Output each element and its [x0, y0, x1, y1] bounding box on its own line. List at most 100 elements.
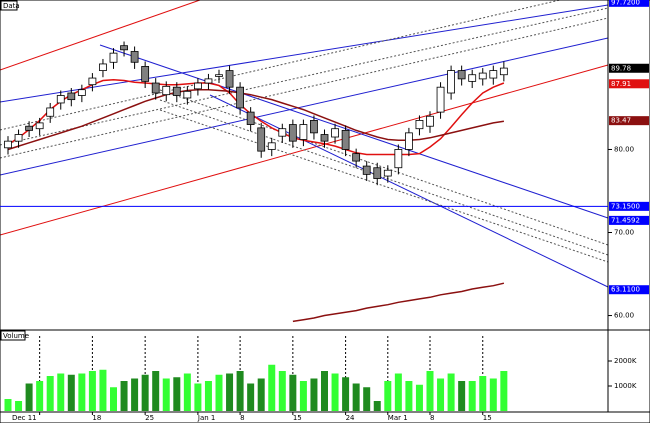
x-tick-label: 18	[92, 414, 101, 422]
candle-body	[130, 51, 139, 63]
candle-body	[489, 70, 498, 79]
volume-bar	[141, 374, 149, 411]
candle-body	[447, 70, 456, 94]
candle-body	[172, 86, 181, 96]
candle-body	[99, 63, 107, 71]
volume-bar	[152, 371, 160, 411]
y-tick-label: 2000K	[614, 357, 637, 365]
candle-body	[320, 134, 329, 142]
volume-bar	[352, 383, 360, 411]
channel-line	[209, 94, 609, 288]
candle-body	[404, 132, 413, 150]
fan-line	[159, 109, 609, 263]
candle-body	[352, 153, 361, 162]
volume-bar	[437, 378, 445, 411]
candle-body	[25, 125, 34, 131]
volume-bar	[162, 378, 170, 411]
volume-bar	[226, 373, 234, 411]
candle-body	[373, 167, 382, 179]
volume-bar	[194, 383, 202, 411]
channel-line	[0, 4, 609, 103]
candle-body	[14, 134, 23, 142]
x-tick-label: Mar 1	[388, 414, 408, 422]
value-marker-label: 97.7200	[611, 0, 640, 6]
candle-body	[278, 128, 287, 137]
candle-body	[362, 165, 371, 175]
value-marker-label: 87.91	[611, 80, 631, 88]
volume-bar	[426, 371, 434, 411]
channel-line	[99, 44, 609, 219]
value-marker	[609, 116, 649, 126]
moving-average	[292, 282, 505, 323]
volume-bar	[321, 371, 328, 411]
candle-body	[331, 128, 339, 138]
volume-bar	[458, 381, 466, 411]
volume-bar	[268, 364, 276, 411]
value-marker	[609, 215, 649, 225]
candle-body	[162, 85, 171, 96]
volume-bar	[289, 374, 297, 411]
value-marker-label: 63.1100	[611, 286, 640, 294]
volume-bar	[278, 371, 286, 411]
volume-bar	[405, 381, 413, 411]
candle-body	[4, 140, 12, 149]
candle-body	[415, 120, 424, 130]
candle-body	[267, 142, 276, 150]
candle-body	[426, 115, 434, 127]
volume-bar	[215, 374, 223, 411]
volume-bar	[4, 399, 12, 411]
candle-body	[56, 95, 65, 104]
volume-bar	[468, 381, 476, 411]
x-tick-label: 15	[293, 414, 302, 422]
volume-bar	[247, 383, 255, 411]
candle-body	[299, 124, 308, 140]
value-marker-label: 71.4592	[611, 216, 640, 224]
volume-bar	[25, 383, 33, 411]
channel-line	[0, 37, 609, 176]
x-tick-label: 24	[346, 414, 355, 422]
y-tick-label: 60.00	[614, 312, 634, 320]
candle-body	[120, 45, 128, 51]
candle-body	[183, 90, 192, 99]
volume-bar	[183, 373, 191, 411]
volume-title: Volume	[3, 332, 29, 340]
candle-body	[341, 129, 350, 150]
channel-line	[0, 0, 201, 71]
volume-bar	[394, 373, 402, 411]
moving-average	[7, 88, 505, 151]
x-tick-label: Jan 1	[197, 414, 215, 422]
x-tick-label: 8	[430, 414, 434, 422]
candle-body	[204, 78, 213, 84]
volume-bar	[489, 378, 497, 411]
candle-body	[457, 70, 466, 80]
volume-bar	[46, 376, 54, 411]
candle-body	[215, 74, 223, 77]
volume-bar	[57, 373, 65, 411]
candle-body	[499, 67, 508, 76]
volume-bar	[331, 373, 339, 411]
candle-body	[383, 169, 392, 177]
volume-bar	[15, 401, 23, 411]
candle-body	[193, 82, 202, 90]
x-tick-label: 15	[483, 414, 492, 422]
x-tick-label: 25	[145, 414, 154, 422]
volume-bar	[363, 387, 371, 411]
volume-bar	[299, 381, 307, 411]
x-tick-label: 8	[240, 414, 244, 422]
moving-average	[7, 78, 505, 156]
price-box	[609, 201, 649, 211]
volume-bar	[88, 371, 96, 411]
volume-bar	[342, 377, 350, 411]
x-tick-label: Dec 11	[12, 414, 37, 422]
volume-bar	[373, 401, 381, 411]
volume-bar	[479, 376, 487, 411]
value-marker	[609, 0, 649, 7]
volume-bar	[173, 377, 181, 411]
volume-bar	[204, 381, 212, 411]
candle-body	[35, 122, 44, 130]
chart-title: Data	[3, 2, 20, 10]
fan-line	[159, 99, 609, 256]
volume-bar	[310, 378, 318, 411]
value-marker-label: 83.47	[611, 117, 631, 125]
candle-body	[67, 92, 76, 101]
